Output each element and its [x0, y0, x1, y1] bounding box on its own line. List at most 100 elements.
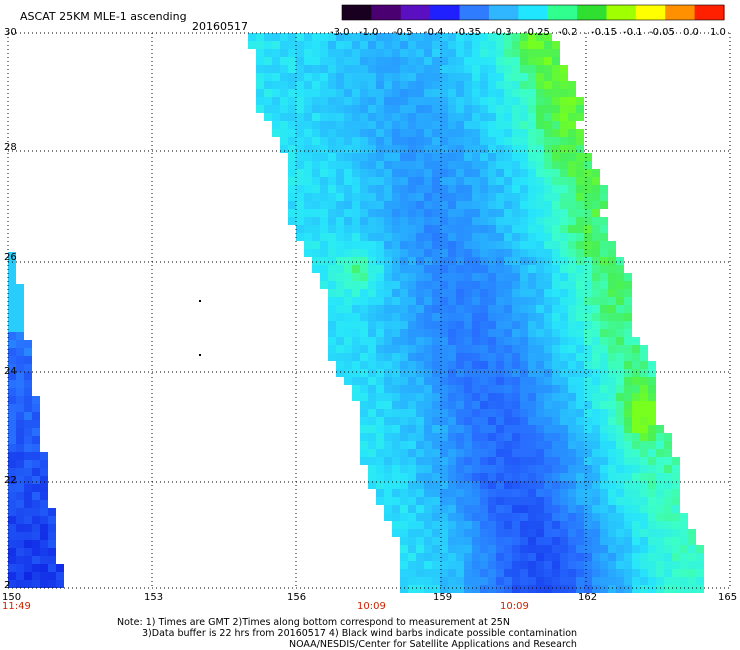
swath-cell	[464, 481, 472, 489]
swath-cell	[288, 185, 296, 193]
swath-cell	[568, 257, 576, 265]
swath-cell	[32, 572, 40, 580]
swath-cell	[624, 417, 632, 425]
swath-cell	[512, 433, 520, 441]
swath-cell	[496, 433, 504, 441]
swath-cell	[552, 297, 560, 305]
swath-cell	[576, 193, 584, 201]
swath-cell	[512, 201, 520, 209]
swath-cell	[632, 521, 640, 529]
swath-cell	[392, 81, 400, 89]
swath-cell	[456, 377, 464, 385]
swath-cell	[16, 532, 24, 540]
swath-cell	[440, 329, 448, 337]
swath-cell	[528, 417, 536, 425]
swath-cell	[616, 289, 624, 297]
swath-cell	[600, 577, 608, 585]
swath-cell	[640, 361, 648, 369]
swath-cell	[568, 577, 576, 585]
swath-cell	[296, 201, 304, 209]
swath-cell	[384, 89, 392, 97]
swath-cell	[400, 441, 408, 449]
swath-cell	[408, 521, 416, 529]
swath-cell	[424, 505, 432, 513]
swath-cell	[40, 556, 48, 564]
swath-cell	[528, 393, 536, 401]
swath-cell	[416, 129, 424, 137]
swath-cell	[416, 457, 424, 465]
swath-cell	[552, 305, 560, 313]
swath-cell	[496, 145, 504, 153]
time-label: 10:09	[357, 601, 386, 612]
swath-cell	[608, 441, 616, 449]
swath-cell	[384, 377, 392, 385]
swath-cell	[376, 273, 384, 281]
swath-cell	[544, 145, 552, 153]
swath-cell	[568, 137, 576, 145]
swath-cell	[600, 505, 608, 513]
swath-cell	[344, 225, 352, 233]
swath-cell	[640, 561, 648, 569]
swath-cell	[352, 321, 360, 329]
swath-cell	[448, 481, 456, 489]
swath-cell	[616, 273, 624, 281]
swath-cell	[384, 153, 392, 161]
swath-cell	[600, 265, 608, 273]
swath-cell	[288, 97, 296, 105]
note-line-2: 3)Data buffer is 22 hrs from 20160517 4)…	[142, 628, 578, 639]
swath-cell	[8, 420, 16, 428]
swath-cell	[568, 521, 576, 529]
swath-cell	[600, 569, 608, 577]
swath-cell	[416, 569, 424, 577]
swath-cell	[648, 473, 656, 481]
swath-cell	[448, 561, 456, 569]
swath-cell	[584, 585, 592, 593]
swath-cell	[544, 449, 552, 457]
swath-cell	[464, 41, 472, 49]
swath-cell	[472, 521, 480, 529]
swath-cell	[376, 97, 384, 105]
swath-cell	[440, 321, 448, 329]
swath-cell	[464, 297, 472, 305]
swath-cell	[608, 457, 616, 465]
swath-cell	[432, 489, 440, 497]
wind-barb-dot	[199, 354, 201, 356]
swath-cell	[376, 305, 384, 313]
swath-cell	[448, 441, 456, 449]
swath-cell	[400, 281, 408, 289]
swath-cell	[432, 129, 440, 137]
swath-cell	[8, 388, 16, 396]
swath-cell	[448, 465, 456, 473]
swath-cell	[592, 241, 600, 249]
swath-cell	[464, 97, 472, 105]
swath-cell	[520, 41, 528, 49]
swath-cell	[360, 329, 368, 337]
swath-cell	[296, 225, 304, 233]
swath-cell	[680, 569, 688, 577]
swath-cell	[416, 297, 424, 305]
swath-cell	[448, 65, 456, 73]
swath-cell	[576, 145, 584, 153]
swath-cell	[400, 345, 408, 353]
swath-cell	[528, 505, 536, 513]
swath-cell	[472, 241, 480, 249]
swath-cell	[344, 145, 352, 153]
swath-cell	[656, 505, 664, 513]
swath-cell	[584, 441, 592, 449]
swath-cell	[320, 209, 328, 217]
swath-cell	[368, 249, 376, 257]
swath-cell	[616, 345, 624, 353]
swath-cell	[544, 289, 552, 297]
swath-cell	[504, 545, 512, 553]
swath-cell	[424, 225, 432, 233]
swath-cell	[312, 153, 320, 161]
swath-cell	[400, 553, 408, 561]
swath-cell	[16, 484, 24, 492]
swath-cell	[400, 73, 408, 81]
swath-cell	[344, 305, 352, 313]
swath-cell	[376, 353, 384, 361]
swath-cell	[368, 257, 376, 265]
swath-cell	[592, 521, 600, 529]
colorbar-label: -0.05	[649, 27, 675, 38]
swath-cell	[376, 233, 384, 241]
